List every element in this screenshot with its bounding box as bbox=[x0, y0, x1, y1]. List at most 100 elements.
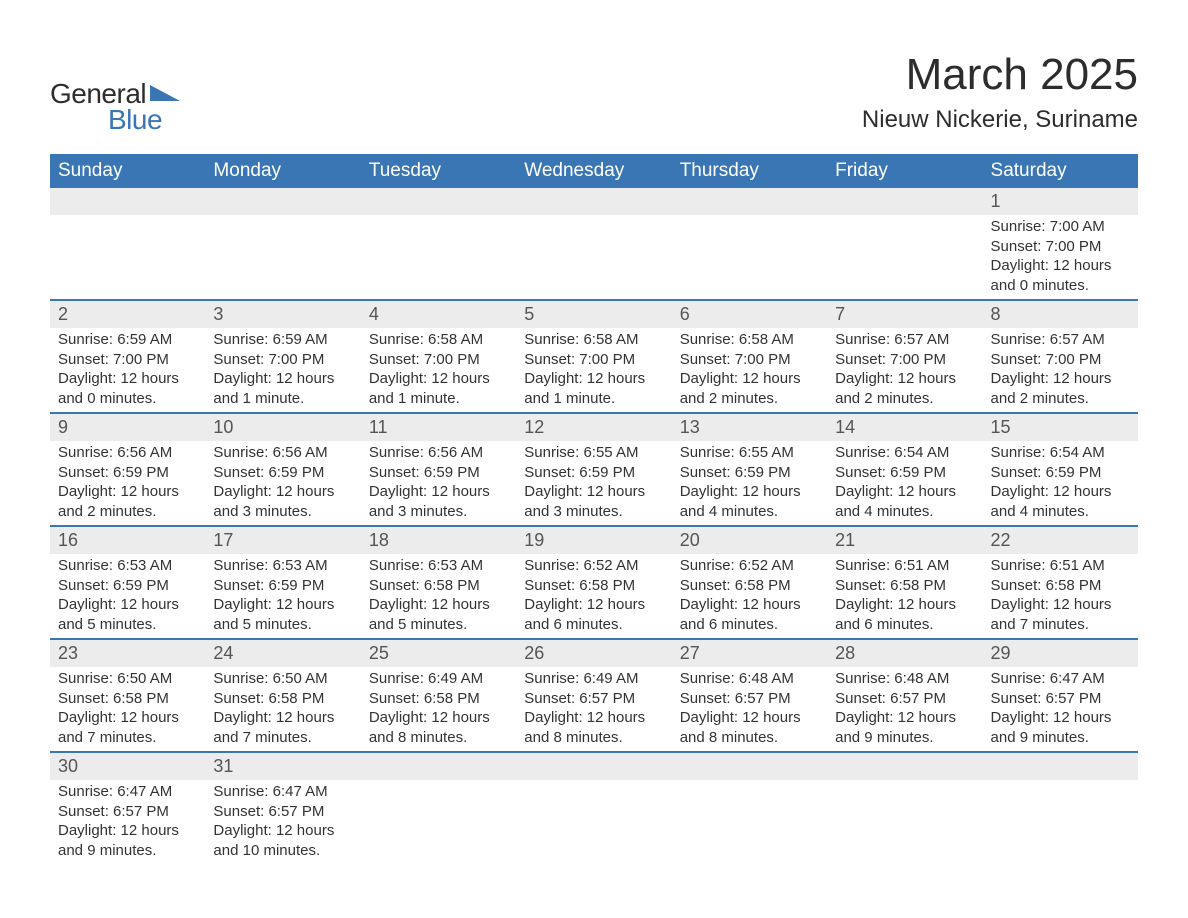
sunset-text: Sunset: 7:00 PM bbox=[835, 350, 978, 370]
sunset-text: Sunset: 7:00 PM bbox=[58, 350, 201, 370]
day-detail: Sunrise: 6:48 AMSunset: 6:57 PMDaylight:… bbox=[672, 667, 827, 751]
sunrise-text: Sunrise: 6:47 AM bbox=[991, 669, 1134, 689]
day-number bbox=[672, 753, 827, 780]
sunset-text: Sunset: 6:58 PM bbox=[680, 576, 823, 596]
day-detail: Sunrise: 6:53 AMSunset: 6:58 PMDaylight:… bbox=[361, 554, 516, 638]
day-detail-empty bbox=[516, 215, 671, 221]
daylight-text: Daylight: 12 hours and 6 minutes. bbox=[524, 595, 667, 634]
daylight-text: Daylight: 12 hours and 2 minutes. bbox=[680, 369, 823, 408]
day-detail-empty bbox=[361, 215, 516, 221]
daylight-text: Daylight: 12 hours and 4 minutes. bbox=[680, 482, 823, 521]
calendar-day-cell: 17Sunrise: 6:53 AMSunset: 6:59 PMDayligh… bbox=[205, 527, 360, 638]
weekday-label: Thursday bbox=[672, 154, 827, 188]
day-number: 12 bbox=[516, 414, 671, 441]
daylight-text: Daylight: 12 hours and 8 minutes. bbox=[524, 708, 667, 747]
day-number: 13 bbox=[672, 414, 827, 441]
sunset-text: Sunset: 6:58 PM bbox=[524, 576, 667, 596]
day-number: 21 bbox=[827, 527, 982, 554]
day-detail: Sunrise: 6:55 AMSunset: 6:59 PMDaylight:… bbox=[516, 441, 671, 525]
day-detail: Sunrise: 6:56 AMSunset: 6:59 PMDaylight:… bbox=[361, 441, 516, 525]
day-detail: Sunrise: 6:58 AMSunset: 7:00 PMDaylight:… bbox=[516, 328, 671, 412]
sunrise-text: Sunrise: 6:47 AM bbox=[213, 782, 356, 802]
sunrise-text: Sunrise: 6:54 AM bbox=[991, 443, 1134, 463]
calendar-day-cell: 25Sunrise: 6:49 AMSunset: 6:58 PMDayligh… bbox=[361, 640, 516, 751]
calendar-day-cell: 15Sunrise: 6:54 AMSunset: 6:59 PMDayligh… bbox=[983, 414, 1138, 525]
sunrise-text: Sunrise: 6:57 AM bbox=[835, 330, 978, 350]
calendar-day-cell: 22Sunrise: 6:51 AMSunset: 6:58 PMDayligh… bbox=[983, 527, 1138, 638]
day-detail-empty bbox=[50, 215, 205, 221]
day-detail: Sunrise: 7:00 AMSunset: 7:00 PMDaylight:… bbox=[983, 215, 1138, 299]
calendar-day-cell: 7Sunrise: 6:57 AMSunset: 7:00 PMDaylight… bbox=[827, 301, 982, 412]
day-number: 23 bbox=[50, 640, 205, 667]
day-detail: Sunrise: 6:49 AMSunset: 6:57 PMDaylight:… bbox=[516, 667, 671, 751]
daylight-text: Daylight: 12 hours and 9 minutes. bbox=[835, 708, 978, 747]
day-detail: Sunrise: 6:56 AMSunset: 6:59 PMDaylight:… bbox=[205, 441, 360, 525]
day-detail-empty bbox=[983, 780, 1138, 786]
daylight-text: Daylight: 12 hours and 8 minutes. bbox=[680, 708, 823, 747]
day-number bbox=[516, 188, 671, 215]
day-detail-empty bbox=[205, 215, 360, 221]
sunset-text: Sunset: 6:57 PM bbox=[835, 689, 978, 709]
calendar-day-cell: 24Sunrise: 6:50 AMSunset: 6:58 PMDayligh… bbox=[205, 640, 360, 751]
day-detail: Sunrise: 6:53 AMSunset: 6:59 PMDaylight:… bbox=[205, 554, 360, 638]
day-number: 3 bbox=[205, 301, 360, 328]
calendar-day-cell: 26Sunrise: 6:49 AMSunset: 6:57 PMDayligh… bbox=[516, 640, 671, 751]
day-number: 10 bbox=[205, 414, 360, 441]
calendar-day-cell bbox=[983, 753, 1138, 864]
calendar-day-cell: 9Sunrise: 6:56 AMSunset: 6:59 PMDaylight… bbox=[50, 414, 205, 525]
sunrise-text: Sunrise: 6:50 AM bbox=[213, 669, 356, 689]
sunset-text: Sunset: 6:58 PM bbox=[835, 576, 978, 596]
day-number: 14 bbox=[827, 414, 982, 441]
day-number: 1 bbox=[983, 188, 1138, 215]
sunset-text: Sunset: 6:59 PM bbox=[58, 576, 201, 596]
day-detail: Sunrise: 6:56 AMSunset: 6:59 PMDaylight:… bbox=[50, 441, 205, 525]
sunset-text: Sunset: 6:57 PM bbox=[524, 689, 667, 709]
logo-text-blue: Blue bbox=[108, 104, 180, 136]
sunset-text: Sunset: 6:59 PM bbox=[58, 463, 201, 483]
calendar-week-row: 16Sunrise: 6:53 AMSunset: 6:59 PMDayligh… bbox=[50, 525, 1138, 638]
sunrise-text: Sunrise: 6:57 AM bbox=[991, 330, 1134, 350]
day-detail-empty bbox=[361, 780, 516, 786]
calendar-day-cell: 8Sunrise: 6:57 AMSunset: 7:00 PMDaylight… bbox=[983, 301, 1138, 412]
title-block: March 2025 Nieuw Nickerie, Suriname bbox=[862, 50, 1138, 134]
daylight-text: Daylight: 12 hours and 2 minutes. bbox=[835, 369, 978, 408]
sunset-text: Sunset: 6:58 PM bbox=[58, 689, 201, 709]
sunrise-text: Sunrise: 6:56 AM bbox=[213, 443, 356, 463]
sunset-text: Sunset: 7:00 PM bbox=[991, 237, 1134, 257]
day-detail: Sunrise: 6:57 AMSunset: 7:00 PMDaylight:… bbox=[983, 328, 1138, 412]
sunrise-text: Sunrise: 6:51 AM bbox=[835, 556, 978, 576]
sunrise-text: Sunrise: 6:55 AM bbox=[524, 443, 667, 463]
sunrise-text: Sunrise: 6:52 AM bbox=[524, 556, 667, 576]
day-detail: Sunrise: 6:52 AMSunset: 6:58 PMDaylight:… bbox=[672, 554, 827, 638]
sunrise-text: Sunrise: 6:52 AM bbox=[680, 556, 823, 576]
calendar-week-row: 9Sunrise: 6:56 AMSunset: 6:59 PMDaylight… bbox=[50, 412, 1138, 525]
calendar-day-cell: 18Sunrise: 6:53 AMSunset: 6:58 PMDayligh… bbox=[361, 527, 516, 638]
sunrise-text: Sunrise: 6:53 AM bbox=[58, 556, 201, 576]
calendar-day-cell: 4Sunrise: 6:58 AMSunset: 7:00 PMDaylight… bbox=[361, 301, 516, 412]
logo: General Blue bbox=[50, 78, 180, 136]
calendar-day-cell bbox=[361, 188, 516, 299]
sunset-text: Sunset: 7:00 PM bbox=[680, 350, 823, 370]
day-number: 16 bbox=[50, 527, 205, 554]
day-number: 17 bbox=[205, 527, 360, 554]
daylight-text: Daylight: 12 hours and 5 minutes. bbox=[369, 595, 512, 634]
calendar-day-cell: 23Sunrise: 6:50 AMSunset: 6:58 PMDayligh… bbox=[50, 640, 205, 751]
calendar-day-cell: 20Sunrise: 6:52 AMSunset: 6:58 PMDayligh… bbox=[672, 527, 827, 638]
calendar-day-cell: 5Sunrise: 6:58 AMSunset: 7:00 PMDaylight… bbox=[516, 301, 671, 412]
calendar-day-cell bbox=[516, 753, 671, 864]
daylight-text: Daylight: 12 hours and 3 minutes. bbox=[213, 482, 356, 521]
calendar-day-cell: 19Sunrise: 6:52 AMSunset: 6:58 PMDayligh… bbox=[516, 527, 671, 638]
day-detail: Sunrise: 6:48 AMSunset: 6:57 PMDaylight:… bbox=[827, 667, 982, 751]
location-subtitle: Nieuw Nickerie, Suriname bbox=[862, 106, 1138, 134]
sunset-text: Sunset: 6:59 PM bbox=[835, 463, 978, 483]
calendar-day-cell bbox=[827, 188, 982, 299]
day-number: 18 bbox=[361, 527, 516, 554]
day-number bbox=[827, 753, 982, 780]
day-number: 30 bbox=[50, 753, 205, 780]
day-number: 7 bbox=[827, 301, 982, 328]
sunset-text: Sunset: 6:58 PM bbox=[369, 689, 512, 709]
weekday-label: Monday bbox=[205, 154, 360, 188]
daylight-text: Daylight: 12 hours and 4 minutes. bbox=[835, 482, 978, 521]
day-number bbox=[983, 753, 1138, 780]
day-number: 24 bbox=[205, 640, 360, 667]
